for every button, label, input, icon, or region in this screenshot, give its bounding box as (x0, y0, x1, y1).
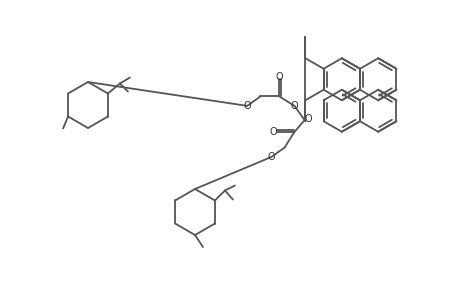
Text: O: O (275, 72, 283, 82)
Text: O: O (267, 152, 274, 162)
Text: O: O (243, 101, 251, 111)
Text: O: O (290, 101, 297, 111)
Text: O: O (269, 128, 276, 137)
Text: O: O (304, 114, 312, 124)
